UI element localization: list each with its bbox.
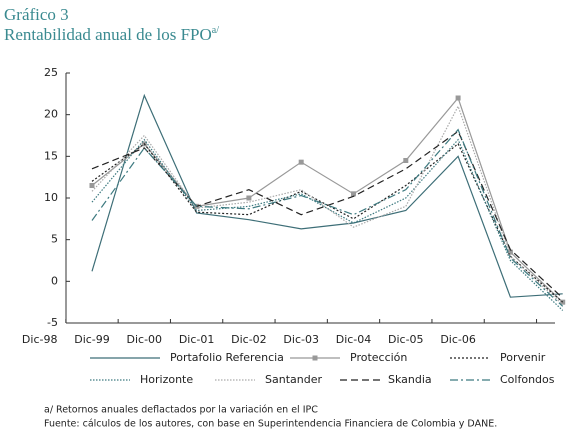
y-tick-label: 0 — [51, 274, 58, 287]
series-marker — [403, 158, 409, 163]
x-tick-label: Dic-04 — [336, 333, 372, 346]
series-line — [91, 130, 564, 299]
legend-label: Porvenir — [500, 351, 546, 364]
legend-label: Protección — [350, 351, 407, 364]
series-line — [91, 138, 564, 311]
series-marker — [455, 95, 461, 101]
y-tick-label: 20 — [44, 108, 58, 121]
footnote: a/ Retornos anuales deflactados por la v… — [44, 405, 318, 416]
series-marker — [246, 195, 252, 201]
y-tick-label: 25 — [44, 66, 58, 79]
series-marker — [89, 183, 95, 188]
chart-subtitle: Rentabilidad anual de los FPOa/ — [4, 25, 219, 44]
x-tick-label: Dic-06 — [440, 333, 476, 346]
series-marker — [298, 159, 304, 165]
series-marker — [351, 191, 356, 197]
y-tick-label: 15 — [44, 149, 58, 162]
y-tick-label: 10 — [44, 191, 58, 204]
series-line — [91, 93, 563, 298]
series-line — [91, 96, 564, 303]
x-tick-label: Dic-03 — [283, 333, 319, 346]
series-line — [91, 128, 564, 307]
x-tick-label: Dic-99 — [74, 333, 110, 346]
chart-title: Gráfico 3 — [4, 5, 69, 24]
y-tick-label: 5 — [51, 233, 58, 246]
legend-label: Colfondos — [500, 373, 555, 386]
x-tick-label: Dic-02 — [231, 333, 267, 346]
subtitle-superscript: a/ — [212, 25, 219, 36]
y-tick-label: -5 — [47, 316, 58, 329]
x-tick-label: Dic-00 — [127, 333, 163, 346]
series-marker — [507, 249, 513, 255]
x-tick-label: Dic-98 — [22, 333, 58, 346]
x-tick-label: Dic-01 — [179, 333, 215, 346]
source-note: Fuente: cálculos de los autores, con bas… — [44, 419, 497, 430]
legend-label: Portafolio Referencia — [170, 351, 284, 364]
legend-label: Skandia — [388, 373, 432, 386]
subtitle-text: Rentabilidad anual de los FPO — [4, 25, 212, 44]
legend-marker — [312, 355, 318, 361]
legend-label: Horizonte — [140, 373, 193, 386]
x-tick-label: Dic-05 — [388, 333, 424, 346]
legend-label: Santander — [265, 373, 322, 386]
series-line — [91, 104, 564, 306]
